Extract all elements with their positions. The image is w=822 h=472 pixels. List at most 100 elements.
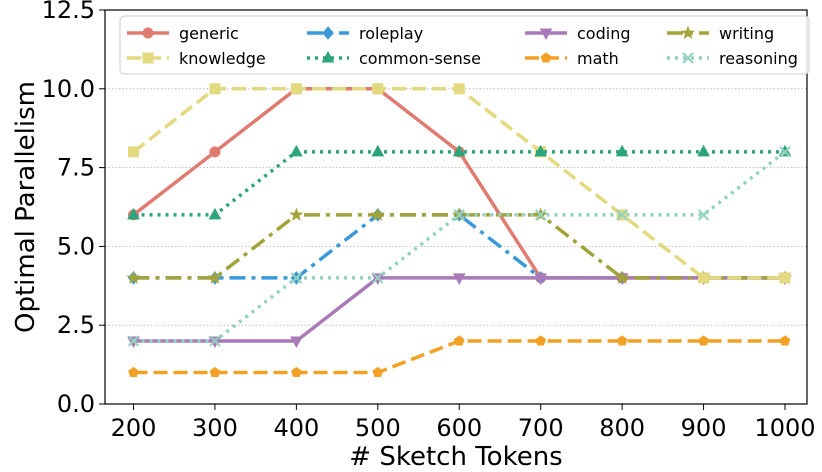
legend-entry-roleplay: roleplay [307, 24, 423, 43]
x-tick-label: 600 [436, 414, 482, 442]
legend-label: writing [719, 24, 774, 43]
data-point [540, 52, 552, 63]
data-point [291, 366, 302, 378]
data-point [207, 270, 223, 284]
data-point [142, 52, 154, 64]
data-point [539, 28, 553, 41]
data-point [127, 335, 140, 347]
data-point [290, 144, 303, 157]
y-tick-label: 10.0 [42, 75, 95, 103]
y-tick-label: 0.0 [57, 390, 95, 418]
data-point [127, 207, 140, 220]
legend-label: generic [179, 24, 239, 43]
legend-label: common-sense [359, 49, 481, 68]
legend-label: knowledge [179, 49, 266, 68]
data-point [698, 272, 710, 284]
grid-lines [105, 88, 807, 326]
series-line [133, 150, 785, 217]
data-point [126, 270, 141, 284]
x-tick-label: 900 [681, 414, 727, 442]
legend-entry-coding: coding [525, 24, 630, 43]
data-point [698, 335, 709, 346]
data-point [534, 144, 548, 157]
data-point [289, 207, 304, 221]
data-point [142, 27, 154, 39]
x-tick-label: 400 [273, 414, 319, 442]
data-point [372, 366, 384, 378]
data-point [372, 272, 384, 284]
series-knowledge [128, 83, 791, 284]
data-point [209, 366, 221, 378]
x-tick-label: 800 [599, 414, 645, 442]
data-point [534, 273, 548, 285]
legend-entry-writing: writing [667, 24, 774, 43]
series-line [133, 213, 785, 280]
legend-label: math [577, 49, 619, 68]
plot-frame [104, 9, 808, 405]
data-point [452, 273, 466, 285]
data-point [371, 144, 385, 157]
data-point [779, 272, 791, 284]
data-point [128, 366, 139, 378]
data-point [697, 144, 710, 157]
series-line [132, 87, 785, 280]
legend-entry-reasoning: reasoning [667, 49, 798, 68]
data-point [680, 25, 696, 40]
legend-entry-knowledge: knowledge [127, 49, 266, 68]
data-point [209, 335, 221, 347]
y-tick-label: 7.5 [57, 154, 95, 182]
data-point [322, 26, 334, 40]
data-point [615, 144, 629, 157]
data-point [534, 209, 547, 221]
data-point [208, 207, 222, 220]
series-line [133, 276, 785, 343]
legend-box [119, 15, 810, 75]
series-line [133, 339, 785, 375]
data-point [321, 50, 335, 63]
data-point [453, 335, 465, 346]
data-point [452, 144, 466, 157]
data-point [535, 335, 547, 346]
data-point [616, 335, 628, 346]
data-point [209, 83, 221, 95]
data-point [616, 209, 628, 221]
legend-label: coding [577, 24, 630, 43]
data-point [128, 146, 139, 158]
data-point [370, 207, 385, 221]
x-tick-label: 1000 [754, 414, 815, 442]
x-tick-label: 200 [111, 414, 157, 442]
legend: generic roleplay coding writing knowledge com… [119, 15, 810, 75]
data-point [453, 209, 465, 221]
data-point [209, 146, 221, 158]
y-tick-label: 12.5 [42, 0, 95, 24]
legend-label: reasoning [719, 49, 798, 68]
x-axis-ticks: 200 300 400 500 600 700 800 900 1000 [111, 404, 816, 442]
x-tick-label: 300 [192, 414, 238, 442]
series-reasoning [127, 146, 791, 347]
data-point [779, 335, 791, 346]
data-point [779, 146, 791, 158]
data-point [697, 209, 710, 221]
y-axis-label: Optimal Parallelism [11, 81, 41, 333]
series-layer [126, 83, 793, 378]
x-tick-label: 700 [518, 414, 564, 442]
data-point [453, 83, 465, 95]
legend-entry-generic: generic [127, 24, 239, 43]
x-axis-label: # Sketch Tokens [349, 442, 562, 472]
y-tick-label: 2.5 [57, 311, 95, 339]
data-point [290, 336, 303, 348]
series-math [128, 335, 791, 378]
legend-entry-math: math [525, 49, 619, 68]
x-tick-label: 500 [355, 414, 401, 442]
y-tick-label: 5.0 [57, 232, 95, 260]
series-common-sense [127, 144, 792, 220]
data-point [682, 52, 694, 64]
legend-label: roleplay [359, 24, 423, 43]
y-axis-ticks: 0.0 2.5 5.0 7.5 10.0 12.5 [42, 0, 105, 418]
legend-entry-common-sense: common-sense [307, 49, 481, 68]
series-generic [128, 83, 791, 284]
data-point [372, 83, 384, 95]
data-point [615, 270, 630, 284]
data-point [290, 83, 302, 95]
